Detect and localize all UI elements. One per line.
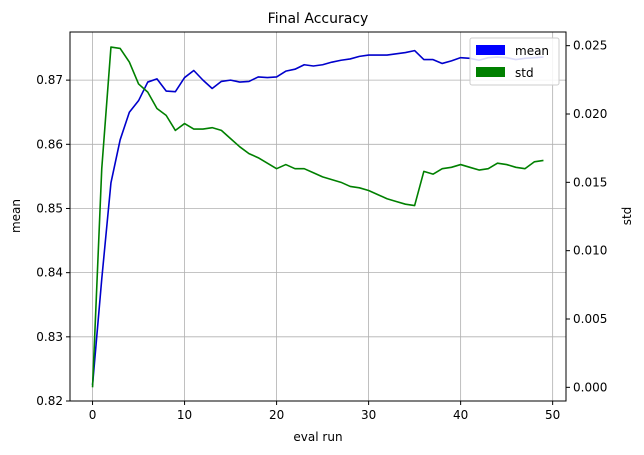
y-left-tick-label-4: 0.86 — [36, 137, 63, 151]
y-left-tick-label-5: 0.87 — [36, 73, 63, 87]
axes — [66, 31, 570, 405]
tick-labels: 0 10 20 30 40 50 0.82 0.83 0.84 0.85 0.86 0.87 0.000… — [36, 39, 607, 422]
y-right-tick-label-0: 0.000 — [573, 380, 607, 394]
grid-lines — [70, 32, 566, 402]
x-tick-label-2: 20 — [269, 408, 284, 422]
x-tick-label-0: 0 — [89, 408, 97, 422]
series-line-std — [91, 46, 544, 388]
y-right-tick-label-1: 0.005 — [573, 312, 607, 326]
legend-label-std: std — [515, 66, 534, 80]
plot-frame — [69, 31, 567, 402]
x-tick-label-3: 30 — [361, 408, 376, 422]
y-left-tick-label-1: 0.83 — [36, 330, 63, 344]
x-tick-label-5: 50 — [545, 408, 560, 422]
y-right-tick-label-5: 0.025 — [573, 39, 607, 53]
legend: mean std — [469, 37, 560, 86]
y-right-tick-label-4: 0.020 — [573, 107, 607, 121]
y-left-tick-label-2: 0.84 — [36, 266, 63, 280]
x-tick-label-1: 10 — [177, 408, 192, 422]
x-tick-label-4: 40 — [453, 408, 468, 422]
y-left-tick-label-3: 0.85 — [36, 201, 63, 215]
y-right-tick-label-2: 0.010 — [573, 244, 607, 258]
legend-swatch-std — [476, 67, 505, 77]
legend-label-mean: mean — [515, 44, 549, 58]
chart-title: Final Accuracy — [268, 11, 369, 27]
series-lines — [91, 46, 544, 388]
x-axis-title: eval run — [293, 430, 342, 444]
legend-swatch-mean — [476, 45, 505, 55]
y-right-tick-label-3: 0.015 — [573, 175, 607, 189]
y-left-tick-label-0: 0.82 — [36, 394, 63, 408]
y-right-axis-title: std — [620, 207, 634, 226]
series-line-mean — [91, 49, 544, 386]
y-left-axis-title: mean — [9, 199, 23, 233]
